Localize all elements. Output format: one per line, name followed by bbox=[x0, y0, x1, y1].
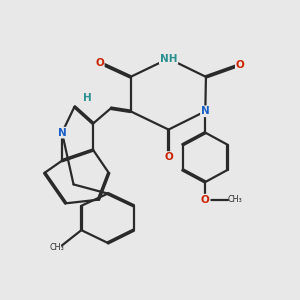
Text: O: O bbox=[236, 60, 244, 70]
Text: N: N bbox=[58, 128, 66, 138]
Text: O: O bbox=[201, 195, 210, 205]
Text: O: O bbox=[95, 58, 104, 68]
Text: H: H bbox=[82, 93, 91, 103]
Text: O: O bbox=[164, 152, 173, 162]
Text: N: N bbox=[201, 106, 210, 116]
Text: NH: NH bbox=[160, 54, 177, 64]
Text: CH₃: CH₃ bbox=[227, 195, 242, 204]
Text: CH₃: CH₃ bbox=[49, 243, 64, 252]
